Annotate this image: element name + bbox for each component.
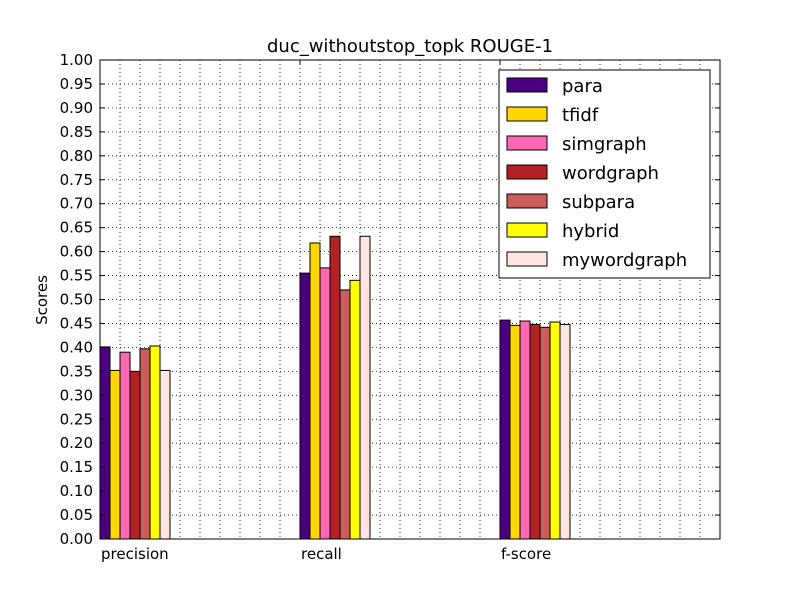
chart-title: duc_withoutstop_topk ROUGE-1 (267, 36, 553, 57)
y-tick-label: 0.10 (60, 482, 93, 500)
bar-simgraph-precision (119, 351, 131, 540)
x-tick-label: recall (301, 545, 342, 563)
y-tick-label: 0.35 (60, 362, 93, 380)
bar-para-recall (299, 272, 311, 540)
bar-tfidf-f-score (509, 324, 521, 540)
bar-mywordgraph-f-score (559, 323, 571, 540)
y-tick-label: 0.20 (60, 434, 93, 452)
legend-swatch-tfidf (506, 106, 548, 122)
y-tick-label: 0.30 (60, 386, 93, 404)
bar-hybrid-f-score (549, 321, 561, 540)
y-tick-label: 0.55 (60, 267, 93, 285)
legend-label-para: para (562, 76, 603, 97)
legend-label-tfidf: tfidf (562, 105, 599, 126)
y-tick-label: 0.25 (60, 410, 93, 428)
bar-simgraph-recall (319, 267, 331, 540)
legend-swatch-simgraph (506, 135, 548, 151)
x-tick-label: precision (101, 545, 169, 563)
legend-swatch-mywordgraph (506, 251, 548, 267)
y-tick-label: 0.50 (60, 291, 93, 309)
bar-wordgraph-precision (129, 370, 141, 540)
legend-label-hybrid: hybrid (562, 221, 619, 242)
y-tick-label: 0.65 (60, 219, 93, 237)
y-tick-label: 0.85 (60, 123, 93, 141)
y-tick-label: 0.80 (60, 147, 93, 165)
bar-wordgraph-f-score (529, 323, 541, 540)
legend-label-wordgraph: wordgraph (562, 163, 659, 184)
legend-swatch-wordgraph (506, 164, 548, 180)
bar-hybrid-precision (149, 345, 161, 540)
y-tick-label: 0.05 (60, 506, 93, 524)
y-tick-label: 0.40 (60, 338, 93, 356)
bar-tfidf-recall (309, 242, 321, 540)
bar-subpara-f-score (539, 326, 551, 540)
y-axis-label: Scores (33, 275, 51, 325)
bar-subpara-recall (339, 289, 351, 540)
bar-subpara-precision (139, 348, 151, 540)
y-tick-label: 0.15 (60, 458, 93, 476)
y-tick-label: 0.70 (60, 195, 93, 213)
x-tick-label: f-score (501, 545, 551, 563)
legend-label-mywordgraph: mywordgraph (562, 250, 687, 271)
bar-wordgraph-recall (329, 235, 341, 540)
y-tick-label: 0.75 (60, 171, 93, 189)
bar-mywordgraph-recall (359, 235, 371, 540)
bar-para-f-score (499, 319, 511, 540)
legend-swatch-hybrid (506, 222, 548, 238)
y-tick-label: 0.45 (60, 314, 93, 332)
legend-swatch-para (506, 77, 548, 93)
y-tick-label: 1.00 (60, 51, 93, 69)
bar-simgraph-f-score (519, 320, 531, 540)
plot-frame (99, 59, 721, 540)
bar-mywordgraph-precision (159, 369, 171, 540)
legend-swatch-subpara (506, 193, 548, 209)
legend: para tfidf simgraph wordgraph subpara hybrid m… (498, 69, 711, 279)
y-tick-label: 0.90 (60, 99, 93, 117)
bar-hybrid-recall (349, 279, 361, 540)
legend-label-simgraph: simgraph (562, 134, 647, 155)
ticks-layer: 0.00 0.05 0.10 0.15 0.20 0.25 0.30 0.35 0.40 0.45… (60, 51, 720, 563)
bar-tfidf-precision (109, 369, 121, 540)
legend-label-subpara: subpara (562, 192, 635, 213)
y-tick-label: 0.60 (60, 243, 93, 261)
y-tick-label: 0.95 (60, 75, 93, 93)
y-tick-label: 0.00 (60, 530, 93, 548)
